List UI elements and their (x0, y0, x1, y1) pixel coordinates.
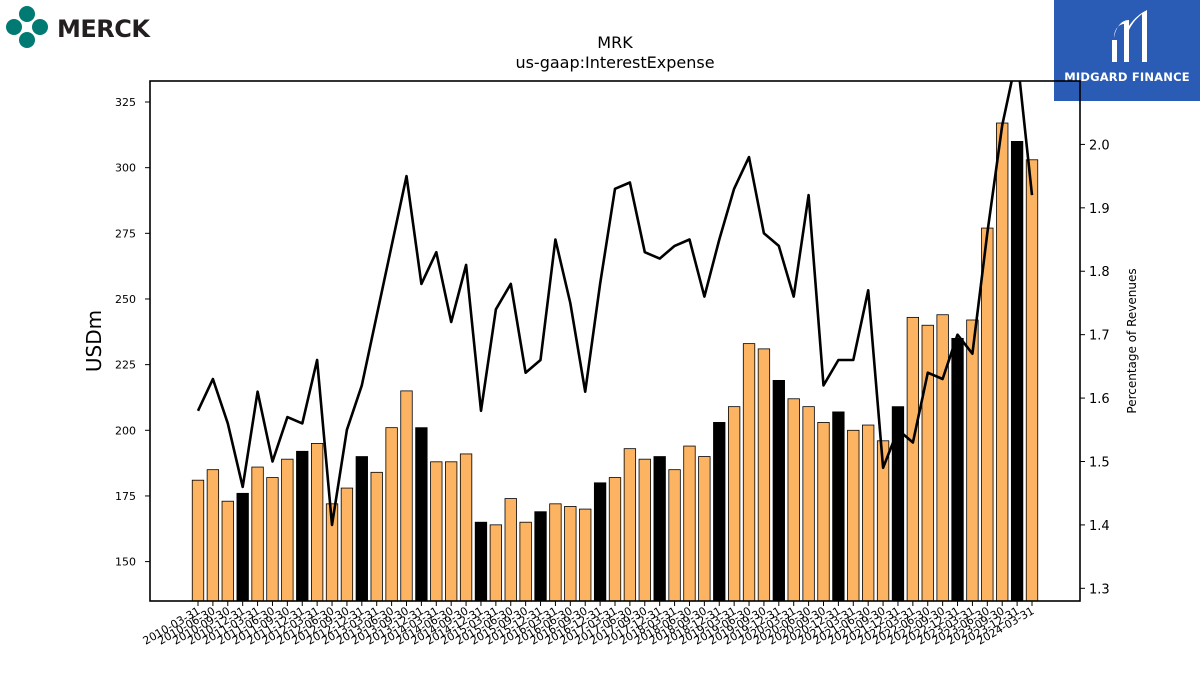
y-axis-label: USDm (82, 310, 106, 372)
bar-2018-06-30 (683, 445, 696, 602)
bar-2017-12-31 (653, 456, 666, 602)
bar-2023-06-30 (981, 227, 994, 602)
merck-wordmark: MERCK (57, 15, 150, 43)
bar-2017-09-30 (638, 458, 651, 602)
merck-logo: MERCK (6, 6, 156, 48)
bar-2018-12-31 (713, 422, 726, 602)
bar-2010-03-31 (191, 479, 205, 602)
bar-2015-09-30 (519, 521, 532, 602)
bar-2015-03-31 (489, 524, 503, 602)
y2-tick-label: 1.3 (1089, 582, 1110, 597)
bar-2011-09-30 (281, 458, 294, 602)
y2-tick-label: 2.0 (1089, 138, 1110, 153)
y-tick-label: 175 (115, 490, 136, 503)
bar-2012-12-31 (355, 456, 368, 602)
bar-2020-03-31 (787, 398, 800, 602)
bar-2015-06-30 (504, 498, 517, 602)
y2-tick-label: 1.9 (1089, 202, 1110, 217)
bar-2023-12-31 (1010, 141, 1024, 602)
y-tick-label: 200 (115, 424, 136, 437)
bar-2011-03-31 (251, 466, 264, 602)
bar-2019-09-30 (757, 348, 771, 602)
merck-molecule-icon (6, 6, 48, 48)
bar-2019-12-31 (772, 379, 785, 602)
bar-2014-12-31 (474, 521, 488, 602)
y-axis-right: 1.3 1.4 1.5 1.6 1.7 1.8 1.9 2.0 (1080, 138, 1110, 597)
bar-2011-12-31 (296, 450, 309, 602)
y-tick-label: 300 (115, 162, 136, 175)
bar-2013-09-30 (400, 390, 413, 602)
bar-2017-03-31 (608, 477, 622, 602)
y-tick-label: 275 (115, 227, 136, 240)
bar-2012-03-31 (310, 443, 324, 602)
bar-2021-06-30 (862, 424, 875, 602)
y-tick-label: 150 (115, 556, 136, 569)
y2-tick-label: 1.6 (1089, 392, 1110, 407)
y2-axis-label: Percentage of Revenues (1125, 268, 1139, 413)
y-tick-label: 325 (115, 96, 136, 109)
bar-2019-03-31 (727, 406, 741, 602)
midgard-finance-logo: MIDGARD FINANCE (1054, 0, 1200, 101)
bar-2022-09-30 (936, 314, 949, 602)
bar-2023-09-30 (996, 122, 1009, 602)
y-tick-label: 225 (115, 359, 136, 372)
bar-2016-09-30 (579, 508, 592, 602)
bar-2015-12-31 (534, 511, 547, 602)
bar-2016-06-30 (564, 506, 577, 602)
bar-2010-12-31 (236, 492, 249, 602)
x-axis: 2010-03-312010-06-302010-09-302010-12-31… (141, 601, 1037, 648)
bar-2019-06-30 (742, 343, 756, 602)
bar-2010-09-30 (221, 500, 234, 602)
bar-2021-12-31 (891, 406, 905, 602)
revenue-percentage-line (196, 81, 1034, 527)
bar-2014-03-31 (430, 461, 443, 602)
line-series (196, 81, 1034, 527)
bar-2023-03-31 (966, 319, 979, 602)
bar-2016-03-31 (549, 503, 562, 602)
chart-subtitle: us-gaap:InterestExpense (515, 53, 714, 72)
bar-2020-09-30 (817, 422, 830, 602)
bar-2012-09-30 (340, 487, 354, 602)
bar-2024-03-31 (1025, 159, 1039, 602)
bar-2013-12-31 (415, 427, 428, 602)
bar-2014-09-30 (459, 453, 473, 602)
bar-2020-12-31 (832, 411, 845, 602)
bar-2011-06-30 (266, 477, 279, 602)
y2-tick-label: 1.8 (1089, 265, 1110, 280)
midgard-finance-wordmark: MIDGARD FINANCE (1064, 70, 1190, 84)
y2-tick-label: 1.5 (1089, 455, 1110, 470)
bar-2022-06-30 (921, 324, 934, 602)
bar-2022-03-31 (906, 316, 920, 602)
midgard-finance-m-icon (1112, 10, 1147, 62)
y-axis-left: 150 175 200 225 250 275 300 325 (115, 96, 150, 569)
bar-2017-06-30 (623, 448, 637, 602)
bar-2016-12-31 (593, 482, 607, 602)
y2-tick-label: 1.4 (1089, 519, 1110, 534)
bar-2014-06-30 (445, 461, 458, 602)
bar-2013-06-30 (385, 427, 398, 602)
bar-2021-03-31 (847, 429, 860, 602)
bar-2010-06-30 (206, 469, 220, 602)
y2-tick-label: 1.7 (1089, 329, 1110, 344)
y-tick-label: 250 (115, 293, 136, 306)
bar-2022-12-31 (951, 337, 964, 602)
bar-2018-03-31 (668, 469, 681, 602)
bar-2018-09-30 (698, 456, 711, 602)
bar-2013-03-31 (370, 471, 383, 602)
bar-2020-06-30 (802, 406, 815, 602)
chart-title: MRK (597, 33, 633, 52)
